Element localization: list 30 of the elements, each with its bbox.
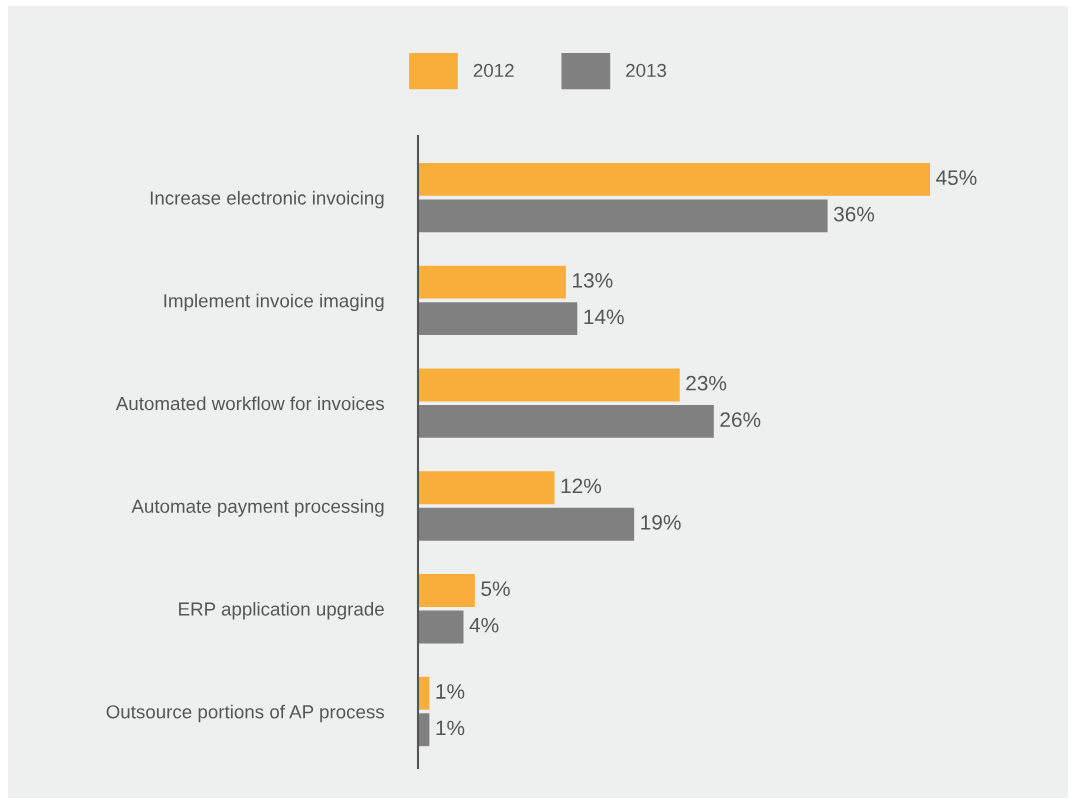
- legend-label: 2013: [626, 63, 667, 78]
- data-label: 14%: [584, 309, 624, 325]
- y-tick-label: Increase electronic invoicing: [150, 190, 384, 209]
- data-label: 4%: [469, 617, 499, 633]
- data-label: 12%: [561, 478, 602, 494]
- bar: [418, 404, 714, 438]
- data-label: 19%: [641, 515, 681, 530]
- y-tick-label: ERP application upgrade: [179, 601, 384, 620]
- y-tick-label: Outsource portions of AP process: [106, 704, 385, 723]
- bar: [418, 471, 555, 505]
- data-label: 13%: [573, 273, 613, 288]
- data-label: 23%: [686, 375, 727, 391]
- y-tick-label: Automated workflow for invoices: [115, 396, 384, 411]
- bar: [418, 265, 566, 299]
- bar: [418, 507, 635, 541]
- y-tick-label: Implement invoice imaging: [164, 293, 384, 312]
- data-label: 5%: [481, 581, 510, 597]
- data-label: 26%: [720, 412, 761, 428]
- y-tick-label: Automate payment processing: [131, 499, 384, 517]
- legend-label: 2012: [473, 63, 514, 78]
- bar: [418, 162, 930, 196]
- data-label: 36%: [833, 206, 875, 222]
- bar: [418, 199, 828, 233]
- data-label: 1%: [436, 684, 465, 699]
- bar: [418, 368, 680, 402]
- bar: [418, 610, 464, 644]
- bar: [418, 574, 475, 607]
- bar: [418, 302, 578, 336]
- data-label: 45%: [936, 170, 977, 186]
- data-label: 1%: [436, 720, 465, 736]
